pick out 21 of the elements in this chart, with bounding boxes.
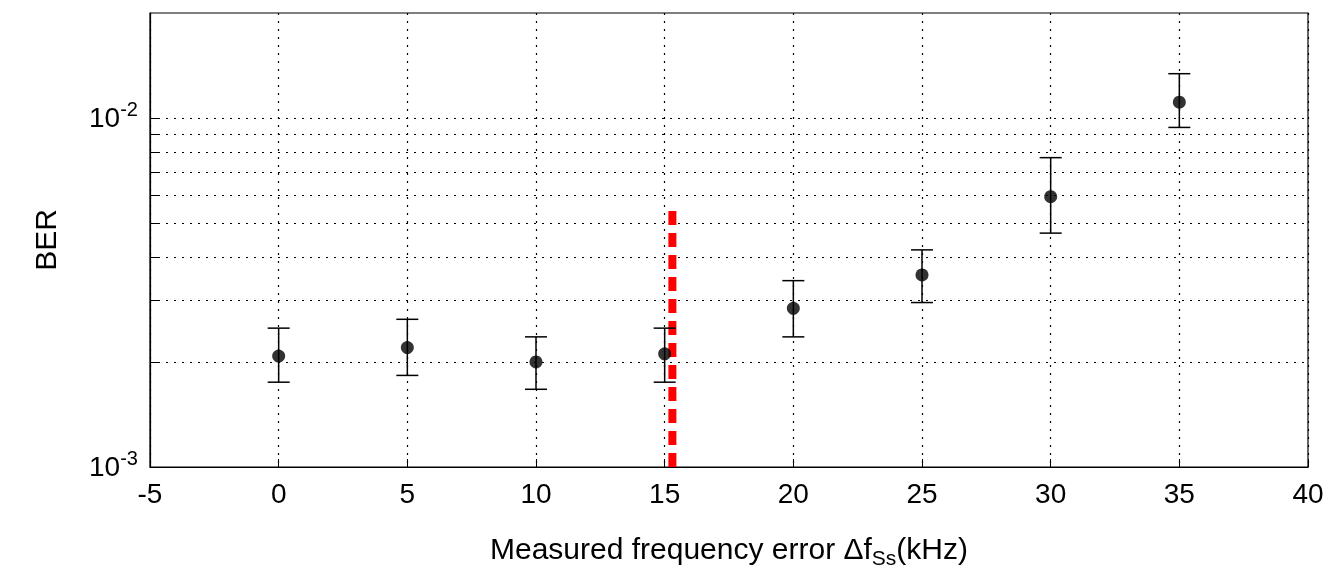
- x-tick-label: 10: [520, 477, 552, 509]
- x-tick-label: -5: [137, 477, 163, 509]
- y-tick-label: 10$^{-2}$: [89, 98, 138, 134]
- point: [658, 347, 672, 361]
- point: [1044, 190, 1058, 204]
- y-axis-title: BER: [28, 209, 62, 271]
- point: [272, 349, 286, 363]
- x-tick-label: 40: [1292, 477, 1324, 509]
- y-tick-label: 10$^{-3}$: [89, 447, 138, 482]
- point: [1172, 95, 1186, 109]
- point: [915, 268, 929, 282]
- x-tick-label: 30: [1035, 477, 1067, 509]
- x-tick-label: 35: [1163, 477, 1195, 509]
- point: [529, 355, 543, 369]
- x-tick-label: 0: [270, 477, 287, 509]
- x-tick-label: 25: [906, 477, 938, 509]
- x-tick-label: 15: [649, 477, 681, 509]
- point: [400, 341, 414, 355]
- x-tick-label: 5: [399, 477, 416, 509]
- point: [786, 301, 800, 315]
- x-tick-label: 20: [777, 477, 809, 509]
